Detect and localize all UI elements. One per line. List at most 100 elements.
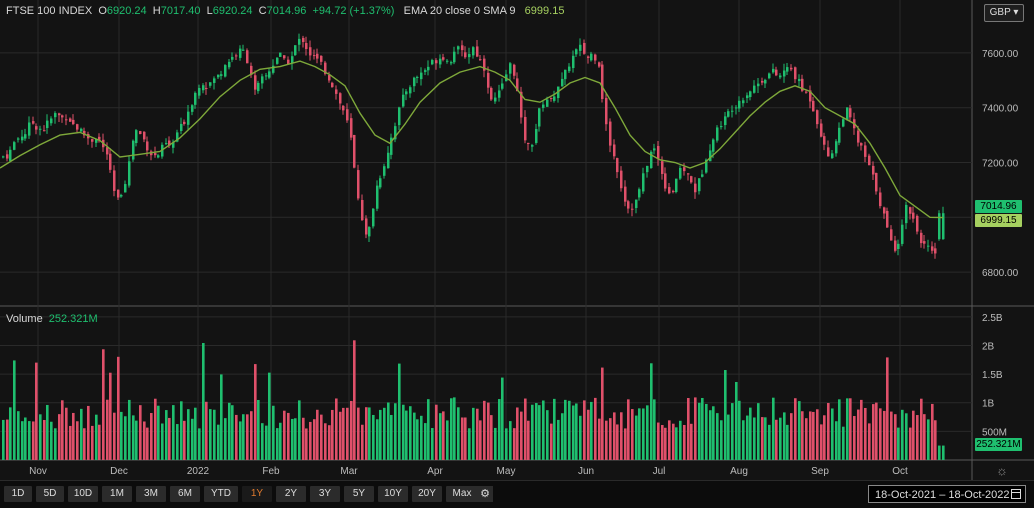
range-button-3y[interactable]: 3Y [310,486,340,502]
candle-body [875,172,878,192]
volume-bar [95,414,98,460]
volume-bar [694,397,697,460]
volume-bar [309,421,312,460]
volume-bar [509,421,512,460]
volume-bar [835,421,838,460]
candle-body [927,245,930,247]
price-tick-label: 7600.00 [982,49,1019,60]
calendar-icon[interactable] [1011,489,1021,499]
volume-bar [187,409,190,460]
candle-body [705,159,708,173]
candle-body [106,147,109,155]
candle-body [379,178,382,188]
candle-body [487,72,490,88]
volume-bar [76,421,79,460]
candle-body [675,178,678,193]
volume-bar [879,408,882,460]
volume-bar [324,423,327,460]
volume-bar [231,405,234,460]
currency-select[interactable]: GBP ▾ [984,4,1024,22]
volume-bar [546,410,549,460]
candle-body [228,61,231,68]
candle-body [483,58,486,71]
volume-bar [239,421,242,460]
volume-bar [838,399,841,460]
candle-body [372,208,375,227]
volume-bar [109,372,112,460]
month-label: Sep [811,466,829,477]
candle-body [298,38,301,45]
range-button-2y[interactable]: 2Y [276,486,306,502]
high-value: 7017.40 [160,5,201,17]
range-button-ytd[interactable]: YTD [204,486,238,502]
range-button-5d[interactable]: 5D [36,486,64,502]
volume-bar [427,399,430,460]
volume-bar [58,414,61,460]
candle-body [605,97,608,125]
month-label: Feb [262,466,280,477]
candle-body [2,156,5,158]
volume-bar [9,407,12,460]
volume-bar [368,407,371,460]
volume-bar [527,420,530,460]
candle-body [54,113,57,118]
candle-body [202,85,205,91]
volume-bar [568,400,571,460]
candle-body [416,76,419,78]
month-label: Oct [892,466,908,477]
month-label: Aug [730,466,748,477]
volume-bar [738,400,741,460]
candle-body [842,119,845,127]
candle-body [17,138,20,140]
range-button-6m[interactable]: 6M [170,486,200,502]
volume-bar [305,428,308,460]
candle-body [387,152,390,169]
candle-body [353,134,356,168]
volume-bar [157,405,160,460]
range-button-1d[interactable]: 1D [4,486,32,502]
volume-bar [320,414,323,460]
candle-body [213,78,216,83]
candle-body [827,147,830,157]
candle-body [398,107,401,126]
volume-bar [816,409,819,460]
price-tick-label: 7200.00 [982,159,1019,170]
range-button-3m[interactable]: 3M [136,486,166,502]
volume-bar [117,356,120,460]
chart-canvas[interactable]: 7600.007400.007200.007000.006800.002.5B2… [0,0,1034,480]
volume-bar [675,427,678,460]
volume-bar [150,413,153,460]
volume-bar [132,415,135,460]
settings-sun-icon[interactable]: ☼ [996,463,1008,478]
candle-body [435,60,438,64]
date-range-picker[interactable]: 18-Oct-2021 – 18-Oct-2022 [868,485,1026,503]
volume-bar [2,419,5,460]
candle-body [442,57,445,60]
range-button-20y[interactable]: 20Y [412,486,442,502]
range-button-10y[interactable]: 10Y [378,486,408,502]
volume-bar [69,425,72,460]
volume-bar [268,372,271,460]
volume-bar [901,409,904,460]
candle-body [420,72,423,80]
volume-bar [198,428,201,460]
candle-body [724,116,727,126]
volume-bar [598,418,601,460]
range-button-max[interactable]: Max [446,486,478,502]
candle-body [886,210,889,228]
range-button-5y[interactable]: 5Y [344,486,374,502]
gear-icon[interactable]: ⚙ [477,486,493,502]
candle-body [564,69,567,80]
range-button-10d[interactable]: 10D [68,486,98,502]
candle-body [139,131,142,135]
volume-bar [420,415,423,460]
range-button-1m[interactable]: 1M [102,486,132,502]
volume-bar [609,418,612,460]
volume-bar [846,398,849,460]
candle-body [601,64,604,100]
range-button-1y[interactable]: 1Y [242,486,272,502]
volume-bar [809,411,812,460]
low-label: L [206,5,213,17]
candle-body [735,107,738,109]
volume-bar [668,420,671,460]
